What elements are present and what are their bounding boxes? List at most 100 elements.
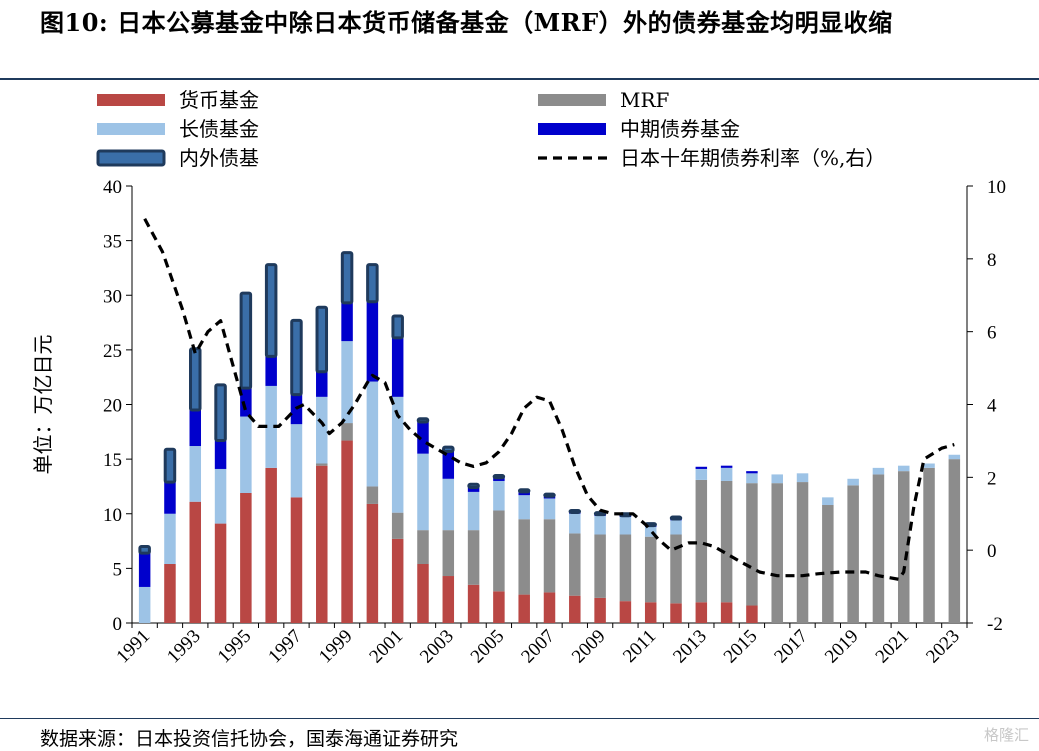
bar-segment: [265, 385, 277, 468]
bar-segment: [746, 483, 758, 606]
bar-segment: [796, 482, 809, 623]
rate-line-path: [143, 218, 955, 581]
bar-segment: [366, 263, 379, 304]
y2-tick-label: 0: [987, 541, 997, 562]
x-tick-label: 2019: [821, 626, 863, 668]
bar-segment: [189, 347, 202, 412]
legend-label: 内外债基: [179, 146, 259, 170]
x-tick-label: 2005: [467, 626, 509, 668]
bar-segment: [442, 445, 455, 453]
y-tick-label: 15: [103, 450, 122, 471]
bar-segment: [366, 486, 379, 504]
bar-segment: [720, 465, 733, 468]
bar-segment: [771, 474, 783, 484]
bar-segment: [442, 451, 455, 479]
bar-segment: [543, 492, 556, 498]
bar-segment: [391, 396, 404, 513]
bar-segment: [214, 468, 227, 524]
x-tick-label: 1997: [264, 626, 306, 668]
bar-segment: [543, 592, 556, 623]
bar-segment: [315, 305, 329, 374]
bar-segment: [239, 291, 253, 390]
y-tick-label: 10: [103, 505, 122, 526]
bar-segment: [670, 534, 682, 604]
x-tick-label: 1995: [214, 626, 256, 668]
bar-segment: [467, 482, 480, 490]
y-axis-title: 单位：万亿日元: [31, 335, 55, 475]
bar-segment: [948, 454, 961, 460]
source-note: 数据来源：日本投资信托协会，国泰海通证券研究: [40, 728, 459, 750]
bar-segment: [518, 495, 530, 520]
bar-segment: [290, 424, 303, 498]
y2-tick-label: 6: [987, 323, 997, 344]
bar-segment: [518, 519, 530, 595]
bar-segment: [163, 447, 177, 484]
bar-segment: [669, 515, 683, 521]
bar-segment: [493, 480, 505, 511]
bar-segment: [822, 497, 834, 506]
bar-segment: [138, 545, 151, 555]
bar-segment: [164, 564, 176, 623]
y-tick-label: 5: [113, 559, 123, 580]
bar-segment: [214, 383, 227, 443]
y-tick-label: 0: [113, 614, 123, 635]
y2-tick-label: 10: [987, 177, 1006, 198]
bar-segment: [189, 446, 202, 502]
bar-segment: [720, 480, 733, 603]
y2-tick-label: 8: [987, 250, 997, 271]
x-tick-label: 2011: [619, 626, 660, 667]
bar-segment: [746, 605, 758, 623]
bar-segment: [214, 440, 227, 469]
watermark-logo: 格隆汇: [983, 726, 1029, 744]
bar-segment: [290, 318, 303, 397]
bar-segment: [240, 492, 252, 623]
bar-segment: [164, 513, 176, 565]
bar-segment: [644, 602, 657, 623]
bar-segment: [391, 337, 404, 397]
bar-segment: [467, 584, 480, 623]
bar-segment: [189, 501, 202, 623]
bar-segment: [695, 602, 708, 623]
x-tick-label: 2021: [872, 626, 914, 668]
bar-segment: [290, 497, 303, 623]
bar-segment: [619, 517, 632, 535]
bar-segment: [569, 595, 581, 623]
bar-segment: [695, 466, 708, 469]
bar-segment: [771, 483, 783, 623]
bar-segment: [265, 356, 277, 386]
y-tick-label: 35: [103, 232, 122, 253]
bar-segment: [467, 491, 480, 531]
legend-label: 日本十年期债券利率（%,右）: [620, 146, 885, 170]
title-divider: [0, 78, 1039, 80]
bar-segment: [366, 301, 379, 382]
bar-segment: [720, 602, 733, 623]
bar-segment: [670, 603, 682, 623]
bar-segment: [897, 465, 910, 472]
bar-segment: [391, 538, 404, 623]
bar-segment: [796, 473, 809, 483]
bar-segment: [543, 498, 556, 520]
bar-segment: [417, 530, 429, 565]
bar-segment: [492, 474, 506, 480]
bar-segment: [316, 396, 328, 464]
bar-segment: [695, 468, 708, 480]
x-tick-label: 2001: [365, 626, 407, 668]
bar-segment: [290, 394, 303, 425]
bar-segment: [316, 465, 328, 623]
bar-segment: [872, 467, 885, 475]
bar-segment: [265, 467, 277, 623]
y-tick-label: 40: [103, 177, 122, 198]
bar-segment: [518, 491, 530, 496]
bar-segment: [948, 459, 961, 623]
bar-segment: [746, 473, 758, 484]
bar-segment: [341, 302, 353, 342]
bar-segment: [619, 534, 632, 602]
legend-label: 货币基金: [179, 88, 259, 112]
bar-segment: [847, 478, 859, 486]
bar-segment: [594, 515, 606, 535]
bar-segment: [746, 471, 758, 474]
x-tick-label: 2009: [568, 626, 610, 668]
bar-segment: [316, 371, 328, 397]
bar-segment: [670, 520, 682, 535]
bar-segment: [847, 485, 859, 623]
